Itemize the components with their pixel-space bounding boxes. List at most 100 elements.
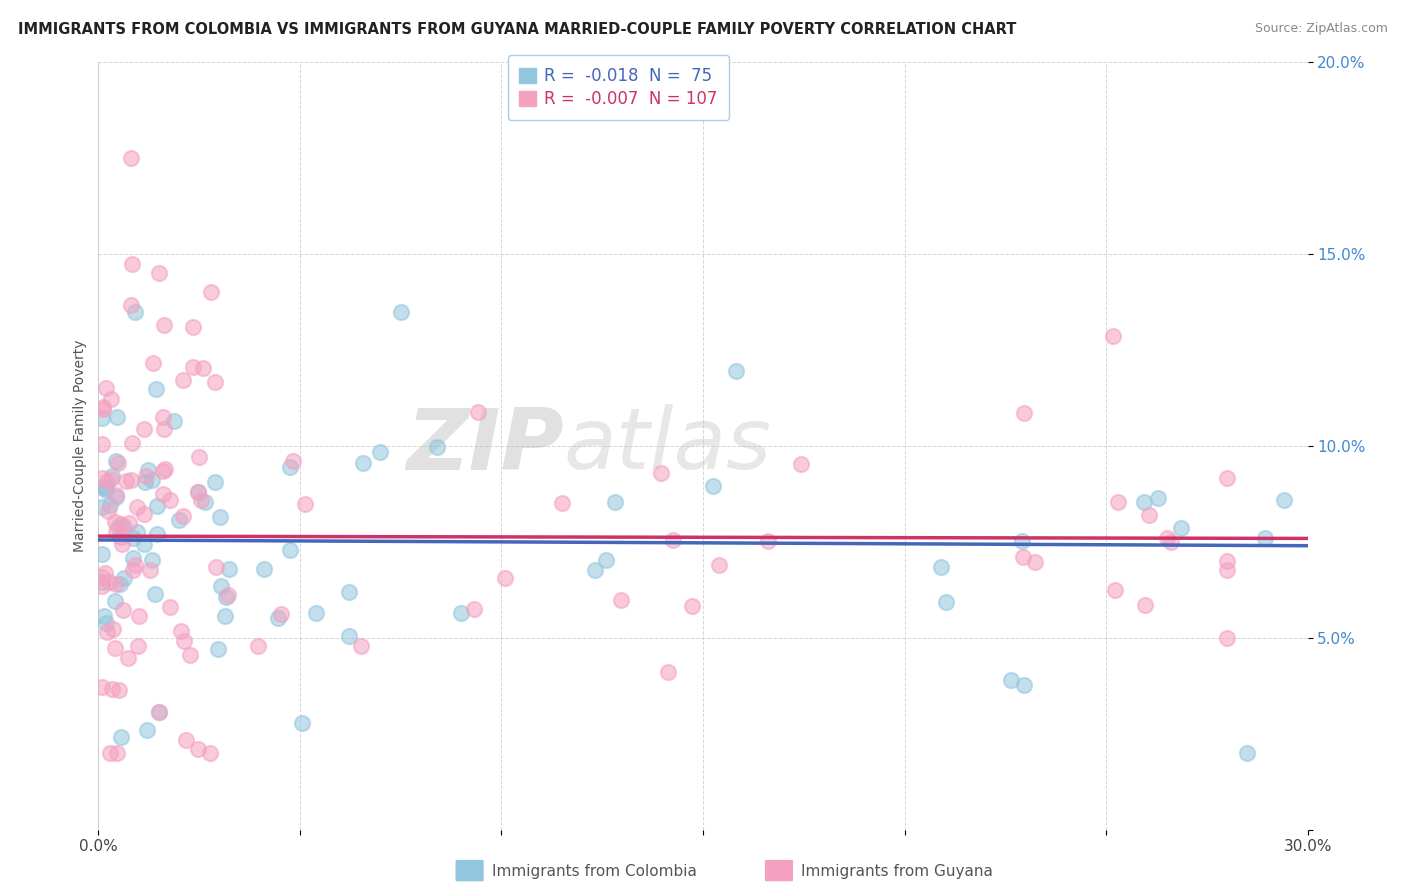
Point: [91, 500, 114, 514]
Point: [125, 525, 148, 540]
Point: [105, 577, 128, 591]
Point: [1216, 554, 1239, 568]
Point: [1133, 495, 1156, 509]
Point: [662, 533, 685, 547]
Point: [96, 474, 118, 488]
Point: [135, 468, 157, 483]
Text: Immigrants from Colombia: Immigrants from Colombia: [492, 864, 697, 879]
Point: [1104, 582, 1126, 597]
Point: [121, 257, 143, 271]
Point: [159, 600, 181, 615]
Point: [141, 553, 163, 567]
Point: [142, 356, 165, 370]
Point: [120, 298, 142, 312]
Point: [100, 392, 122, 406]
Point: [121, 435, 143, 450]
Point: [1011, 533, 1033, 548]
Point: [657, 665, 679, 680]
Point: [198, 746, 221, 760]
Point: [136, 723, 159, 738]
Point: [104, 491, 127, 505]
Point: [105, 487, 128, 501]
Point: [1156, 531, 1178, 545]
Point: [162, 414, 184, 428]
Text: IMMIGRANTS FROM COLOMBIA VS IMMIGRANTS FROM GUYANA MARRIED-COUPLE FAMILY POVERTY: IMMIGRANTS FROM COLOMBIA VS IMMIGRANTS F…: [18, 22, 1017, 37]
Point: [91, 400, 114, 414]
Point: [368, 444, 391, 458]
Point: [91, 470, 114, 484]
Point: [120, 152, 142, 166]
Point: [110, 730, 132, 744]
Point: [278, 543, 301, 558]
Y-axis label: Married-Couple Family Poverty: Married-Couple Family Poverty: [73, 340, 87, 552]
Point: [91, 410, 114, 425]
Point: [1170, 521, 1192, 535]
Point: [173, 633, 195, 648]
Point: [110, 516, 132, 531]
Point: [128, 609, 150, 624]
Point: [790, 457, 813, 471]
Point: [153, 462, 176, 476]
Point: [94, 616, 117, 631]
Point: [91, 680, 114, 694]
Point: [209, 509, 232, 524]
Point: [352, 456, 374, 470]
Point: [1146, 491, 1168, 506]
Text: ZIP: ZIP: [406, 404, 564, 488]
Point: [350, 639, 373, 653]
Point: [91, 480, 114, 494]
Point: [118, 516, 141, 530]
Point: [91, 547, 114, 561]
Point: [266, 610, 288, 624]
Point: [174, 732, 197, 747]
Point: [96, 504, 118, 518]
Point: [117, 650, 139, 665]
Point: [1160, 534, 1182, 549]
Point: [1012, 406, 1035, 420]
Point: [136, 463, 159, 477]
Point: [115, 474, 138, 488]
Point: [190, 492, 212, 507]
Point: [125, 500, 148, 515]
Point: [94, 481, 117, 495]
Point: [1012, 678, 1035, 692]
Point: [1133, 598, 1156, 612]
Point: [152, 464, 174, 478]
Point: [188, 450, 211, 465]
Point: [91, 570, 114, 584]
Point: [104, 515, 127, 529]
Point: [152, 486, 174, 500]
Point: [650, 466, 672, 480]
Point: [148, 266, 170, 280]
Point: [205, 559, 228, 574]
Text: atlas: atlas: [564, 404, 772, 488]
Point: [1272, 492, 1295, 507]
Point: [935, 594, 957, 608]
Point: [1236, 746, 1258, 760]
Point: [426, 441, 449, 455]
Text: Source: ZipAtlas.com: Source: ZipAtlas.com: [1254, 22, 1388, 36]
Point: [148, 705, 170, 719]
Point: [111, 537, 134, 551]
Point: [218, 562, 240, 576]
Point: [120, 474, 142, 488]
Point: [108, 576, 131, 591]
Point: [204, 375, 226, 389]
Point: [724, 364, 747, 378]
Point: [107, 520, 129, 534]
Point: [153, 422, 176, 436]
Point: [172, 373, 194, 387]
Point: [108, 682, 131, 697]
Point: [98, 498, 121, 512]
Point: [551, 496, 574, 510]
Point: [121, 531, 143, 545]
Point: [215, 590, 238, 604]
Point: [96, 625, 118, 640]
Point: [172, 508, 194, 523]
Point: [134, 475, 156, 489]
Point: [305, 606, 328, 620]
Point: [152, 410, 174, 425]
Point: [200, 285, 222, 299]
Text: Immigrants from Guyana: Immigrants from Guyana: [801, 864, 993, 879]
Point: [290, 715, 312, 730]
